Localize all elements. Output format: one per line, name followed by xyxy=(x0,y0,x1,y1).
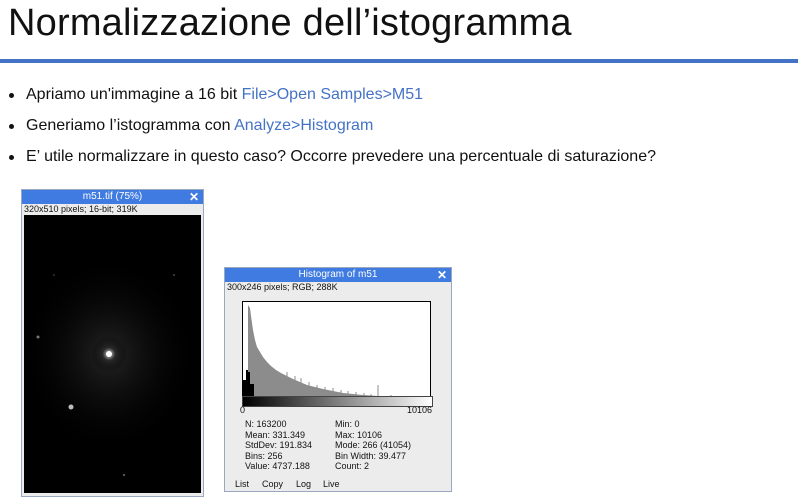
axis-min-label: 0 xyxy=(240,405,246,415)
image-window-info: 320x510 pixels; 16-bit; 319K xyxy=(22,204,203,215)
histogram-window[interactable]: Histogram of m51 ✕ 300x246 pixels; RGB; … xyxy=(224,267,452,492)
stats-left-column: N: 163200 Mean: 331.349 StdDev: 191.834 … xyxy=(245,419,312,472)
histogram-lut-bar xyxy=(242,396,433,407)
image-window-title: m51.tif (75%) xyxy=(82,191,143,202)
histogram-window-titlebar[interactable]: Histogram of m51 ✕ xyxy=(225,268,451,282)
galaxy-image-render xyxy=(24,215,201,493)
galaxy-image[interactable] xyxy=(24,215,201,493)
copy-button[interactable]: Copy xyxy=(262,479,284,489)
stat-count: Count: 2 xyxy=(335,461,370,471)
image-window[interactable]: m51.tif (75%) ✕ 320x510 pixels; 16-bit; … xyxy=(21,189,204,497)
menu-path-link[interactable]: Analyze>Histogram xyxy=(234,117,374,134)
histogram-window-title: Histogram of m51 xyxy=(298,269,378,280)
close-icon[interactable]: ✕ xyxy=(436,268,447,282)
stat-mode: Mode: 266 (41054) xyxy=(335,440,412,450)
stat-min: Min: 0 xyxy=(335,419,360,429)
bullet-list: Apriamo un'immagine a 16 bit File>Open S… xyxy=(0,84,656,177)
image-window-titlebar[interactable]: m51.tif (75%) ✕ xyxy=(22,190,203,204)
bullet-item: Apriamo un'immagine a 16 bit File>Open S… xyxy=(0,84,656,115)
stat-max: Max: 10106 xyxy=(335,429,383,440)
stat-n: N: 163200 xyxy=(245,419,287,429)
stat-bins: Bins: 256 xyxy=(245,450,283,461)
bullet-dot xyxy=(9,155,14,160)
stat-mean: Mean: 331.349 xyxy=(245,429,306,440)
histogram-button-bar: List Copy Log Live xyxy=(225,477,451,491)
stat-bin-width: Bin Width: 39.477 xyxy=(335,450,407,461)
stat-stddev: StdDev: 191.834 xyxy=(245,440,313,450)
stat-value: Value: 4737.188 xyxy=(245,461,310,471)
axis-max-label: 10106 xyxy=(407,405,433,415)
slide-title: Normalizzazione dell’istogramma xyxy=(8,2,572,44)
bullet-text: Generiamo l’istogramma con xyxy=(26,117,235,134)
histogram-plot xyxy=(242,301,431,400)
histogram-bars xyxy=(243,305,429,399)
bullet-item: Generiamo l’istogramma con Analyze>Histo… xyxy=(0,115,656,146)
bullet-text: E’ utile normalizzare in questo caso? Oc… xyxy=(26,148,656,165)
bullet-text: Apriamo un'immagine a 16 bit xyxy=(26,86,242,103)
stats-right-column: Min: 0 Max: 10106 Mode: 266 (41054) Bin … xyxy=(335,419,411,472)
bullet-dot xyxy=(9,124,14,129)
live-button[interactable]: Live xyxy=(323,479,340,489)
log-button[interactable]: Log xyxy=(296,479,312,489)
menu-path-link[interactable]: File>Open Samples>M51 xyxy=(241,86,424,103)
title-underline xyxy=(0,59,798,63)
bullet-dot xyxy=(9,93,14,98)
list-button[interactable]: List xyxy=(235,479,250,489)
histogram-window-info: 300x246 pixels; RGB; 288K xyxy=(225,282,451,293)
close-icon[interactable]: ✕ xyxy=(188,190,199,204)
bullet-item: E’ utile normalizzare in questo caso? Oc… xyxy=(0,146,656,177)
